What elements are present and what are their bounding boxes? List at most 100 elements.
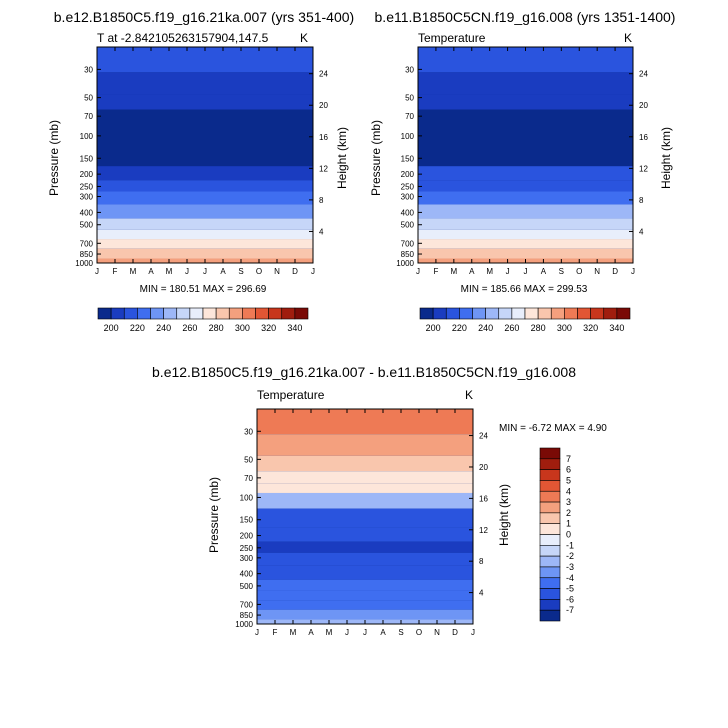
colorbar-swatch [294, 307, 309, 320]
panel-title: b.e12.B1850C5.f19_g16.21ka.007 (yrs 351-… [54, 9, 354, 25]
x-tick-label: J [185, 267, 189, 276]
y-right-tick-label: 16 [639, 133, 648, 142]
x-tick-label: M [486, 267, 493, 276]
contour-band [97, 47, 313, 73]
colorbar-swatch [537, 307, 552, 320]
contour-band [418, 204, 633, 219]
colorbar-label: 300 [557, 323, 572, 333]
colorbar-swatch [590, 307, 605, 320]
x-tick-label: J [471, 628, 475, 637]
y-axis-right-label: Height (km) [497, 484, 511, 546]
y-tick-label: 250 [401, 182, 415, 191]
y-right-tick-label: 16 [319, 133, 328, 142]
y-tick-label: 50 [84, 94, 93, 103]
y-tick-label: 30 [84, 65, 93, 74]
contour-band [257, 541, 473, 553]
colorbar-label: 4 [566, 486, 571, 496]
colorbar-label: 300 [235, 323, 250, 333]
colorbar-swatch [242, 307, 256, 320]
colorbar: 200 220 240 260 280 300 320 340 [419, 307, 631, 333]
y-tick-label: 1000 [396, 259, 414, 268]
panel-top-right: b.e11.B1850C5CN.f19_g16.008 (yrs 1351-14… [369, 9, 675, 333]
y-tick-label: 150 [401, 154, 415, 163]
x-tick-label: A [148, 267, 154, 276]
colorbar-swatch [539, 501, 561, 514]
x-tick-label: N [594, 267, 600, 276]
colorbar-swatch [577, 307, 591, 320]
panel-subtitle-right: K [300, 31, 308, 45]
y-tick-label: 100 [80, 132, 94, 141]
colorbar-label: 220 [130, 323, 145, 333]
contour-band [97, 147, 313, 167]
colorbar-label: -6 [566, 594, 574, 604]
y-right-tick-label: 16 [479, 494, 488, 503]
contour-band [97, 94, 313, 110]
contour-field [418, 47, 633, 263]
axes: J F M A M J J A S O N D J 30 50 70 100 150 200 250 300 400 500… [75, 46, 328, 276]
y-tick-label: 100 [240, 493, 254, 502]
contour-band [418, 72, 633, 95]
contour-field [257, 409, 473, 624]
x-tick-label: J [506, 267, 510, 276]
y-axis-right-label: Height (km) [659, 127, 673, 189]
x-tick-label: F [273, 628, 278, 637]
colorbar-swatch [485, 307, 500, 320]
contour-band [97, 126, 313, 148]
colorbar-swatch [202, 307, 217, 320]
y-axis-label: Pressure (mb) [369, 120, 383, 196]
x-tick-label: A [308, 628, 314, 637]
colorbar-swatch [550, 307, 565, 320]
colorbar-label: 200 [104, 323, 119, 333]
x-tick-label: F [433, 267, 438, 276]
y-tick-label: 150 [80, 154, 94, 163]
colorbar-swatch [539, 523, 561, 535]
y-axis-label: Pressure (mb) [207, 477, 221, 553]
colorbar-label: -7 [566, 605, 574, 615]
y-tick-label: 700 [401, 239, 415, 248]
y-tick-label: 250 [80, 182, 94, 191]
y-right-tick-label: 20 [319, 101, 328, 110]
y-tick-label: 400 [80, 208, 94, 217]
y-right-tick-label: 8 [639, 196, 644, 205]
x-tick-label: A [469, 267, 475, 276]
y-tick-label: 250 [240, 544, 254, 553]
panel-subtitle-right: K [465, 388, 473, 402]
contour-band [418, 180, 633, 192]
y-tick-label: 850 [401, 250, 415, 259]
colorbar-label: 6 [566, 465, 571, 475]
colorbar-swatch [616, 307, 631, 320]
y-tick-label: 500 [240, 582, 254, 591]
contour-band [257, 483, 473, 493]
contour-band [257, 600, 473, 610]
x-tick-label: J [416, 267, 420, 276]
colorbar-label: -2 [566, 551, 574, 561]
contour-band [257, 579, 473, 591]
colorbar-label: 7 [566, 454, 571, 464]
contour-field [97, 47, 313, 263]
contour-band [257, 471, 473, 484]
y-right-tick-label: 24 [639, 70, 648, 79]
colorbar-swatch [539, 609, 561, 622]
colorbar-swatch [524, 307, 539, 320]
y-right-tick-label: 20 [479, 463, 488, 472]
y-tick-label: 200 [240, 532, 254, 541]
x-tick-label: M [166, 267, 173, 276]
panel-subtitle-left: Temperature [257, 388, 325, 402]
colorbar-swatch [539, 458, 561, 470]
x-tick-label: O [416, 628, 422, 637]
colorbar-swatch [459, 307, 473, 320]
colorbar-swatch [97, 307, 112, 320]
contour-band [97, 109, 313, 127]
contour-band [257, 492, 473, 509]
y-right-tick-label: 20 [639, 101, 648, 110]
x-tick-label: D [612, 267, 618, 276]
colorbar-label: 260 [504, 323, 519, 333]
contour-band [97, 218, 313, 230]
contour-band [418, 166, 633, 181]
colorbar-swatch [539, 447, 561, 460]
contour-band [418, 218, 633, 230]
y-tick-label: 300 [80, 193, 94, 202]
y-right-tick-label: 8 [319, 196, 324, 205]
colorbar-label: -4 [566, 573, 574, 583]
